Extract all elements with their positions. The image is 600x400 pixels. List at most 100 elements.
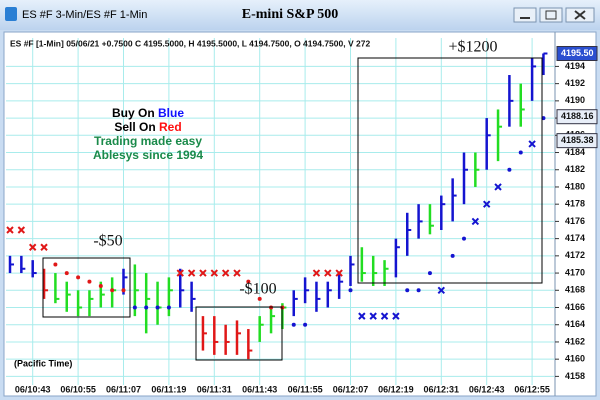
trade-box <box>357 57 543 284</box>
legend-highlight: Red <box>159 120 182 134</box>
stop-dot <box>269 305 274 310</box>
price-tag <box>556 109 598 125</box>
price-bar <box>315 281 321 312</box>
stop-dot <box>144 305 149 310</box>
y-tick-label: 4158 <box>565 371 585 381</box>
price-bar <box>292 290 298 317</box>
price-bar <box>349 255 355 286</box>
app-icon <box>5 7 17 21</box>
price-bar <box>428 204 434 235</box>
x-tick-label: 06/12:55 <box>514 384 550 394</box>
legend-text: Sell On <box>114 120 155 134</box>
stop-dot <box>121 288 126 293</box>
stop-dot <box>518 150 523 155</box>
y-tick-label: 4184 <box>565 147 585 157</box>
stop-dot <box>166 305 171 310</box>
annotation: -$100 <box>239 281 276 298</box>
stop-x <box>17 226 26 234</box>
price-tag <box>556 45 598 61</box>
price-bar <box>20 255 26 274</box>
price-bar <box>76 290 83 317</box>
price-bar <box>144 273 151 334</box>
info-line: ES #F [1-Min] 05/06/21 +0.7500 C 4195.50… <box>10 38 370 48</box>
price-bar <box>474 152 480 187</box>
stop-x <box>28 243 37 251</box>
icon <box>574 10 586 20</box>
x-tick-label: 06/12:19 <box>378 384 414 394</box>
x-tick-label: 06/10:55 <box>60 384 96 394</box>
y-tick-label: 4172 <box>565 250 585 260</box>
stop-x <box>392 312 400 320</box>
price-bar <box>440 195 446 231</box>
stop-dot <box>416 288 421 293</box>
stop-x <box>6 226 14 234</box>
stop-dot <box>427 271 432 276</box>
price-bar <box>258 316 264 342</box>
y-tick-label: 4168 <box>565 285 585 295</box>
chart-area <box>3 31 597 397</box>
price-bar <box>542 52 548 76</box>
price-bar <box>417 204 423 239</box>
y-tick-label: 4174 <box>565 233 585 243</box>
stop-dot <box>87 279 92 284</box>
stop-dot <box>348 288 353 293</box>
maximize-button[interactable] <box>539 7 563 23</box>
chart-title: E-mini S&P 500 <box>242 7 338 22</box>
price-tag <box>556 133 598 149</box>
stop-x <box>221 269 230 277</box>
stop-x <box>380 312 389 320</box>
x-tick-label: 06/11:43 <box>242 384 277 394</box>
stop-x <box>324 269 332 277</box>
price-bar <box>337 273 344 299</box>
legend-line: Ablesys since 1994 <box>93 148 203 162</box>
window-title: ES #F 3-Min/ES #F 1-Min <box>22 9 147 21</box>
icon <box>545 10 557 20</box>
price-tag-label: 4188.16 <box>561 111 594 121</box>
stop-x <box>437 286 446 294</box>
y-tick-label: 4166 <box>565 302 585 312</box>
stop-x <box>471 217 480 226</box>
y-tick-label: 4164 <box>565 319 585 329</box>
stop-dot <box>450 253 455 258</box>
price-bar <box>303 277 310 304</box>
y-tick-label: 4178 <box>565 199 585 209</box>
annotation: -$50 <box>93 233 122 250</box>
legend-line: Trading made easy <box>94 134 202 148</box>
y-tick-label: 4182 <box>565 164 585 174</box>
stop-x <box>335 269 343 277</box>
price-bar <box>371 255 378 286</box>
x-tick-label: 06/11:19 <box>151 384 186 394</box>
y-tick-label: 4194 <box>565 61 585 71</box>
x-tick-label: 06/12:07 <box>333 384 369 394</box>
price-bar <box>31 260 37 278</box>
stop-dot <box>76 275 81 280</box>
price-bar <box>383 260 389 286</box>
x-tick-label: 06/12:43 <box>469 384 505 394</box>
stop-x <box>233 269 241 277</box>
window-buttons[interactable] <box>513 7 595 23</box>
stop-dot <box>303 322 308 327</box>
stop-x <box>40 243 48 251</box>
x-tick-label: 06/11:55 <box>288 384 323 394</box>
stop-dot <box>53 262 58 267</box>
annotation: +$1200 <box>448 39 497 56</box>
stop-x <box>187 269 196 277</box>
price-tag-label: 4185.38 <box>561 135 594 145</box>
minimize-button[interactable] <box>513 7 537 23</box>
trade-box <box>42 257 131 318</box>
y-tick-label: 4170 <box>565 267 585 277</box>
stop-x <box>494 183 502 191</box>
legend: Buy On Blue Sell On Red Trading made eas… <box>93 106 203 162</box>
stop-dot <box>462 236 466 241</box>
y-tick-label: 4176 <box>565 216 585 226</box>
legend-line: Buy On Blue <box>112 106 184 120</box>
stop-x <box>369 312 377 320</box>
price-bar <box>360 247 366 282</box>
price-tag-label: 4195.50 <box>561 48 594 58</box>
price-bar <box>269 307 276 334</box>
stop-dot <box>155 305 160 310</box>
stop-dot <box>405 288 410 293</box>
price-bar <box>326 281 332 308</box>
x-tick-label: 06/12:31 <box>424 384 460 394</box>
stop-x <box>199 269 207 277</box>
